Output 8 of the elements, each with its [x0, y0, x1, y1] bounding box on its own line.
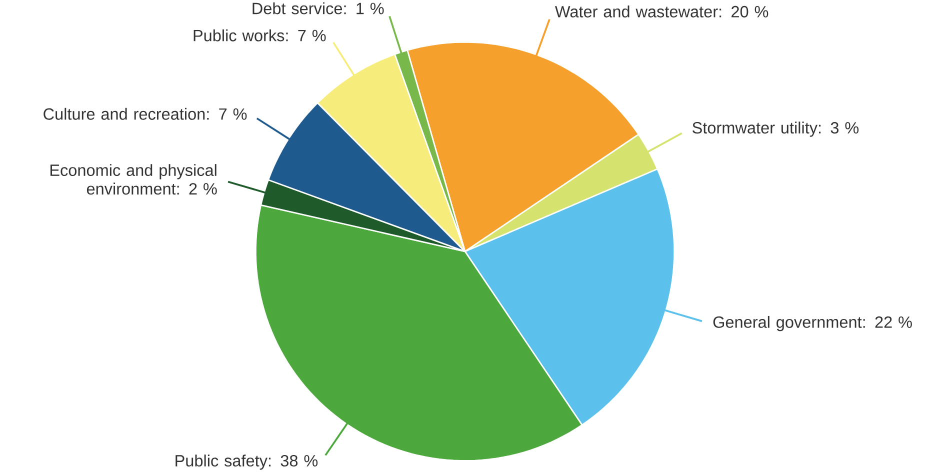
slice-label: Stormwater utility: 3 % — [692, 122, 859, 137]
slice-label: Public works: 7 % — [194, 29, 326, 42]
slice-label: Culture and recreation: 7 % — [44, 108, 247, 120]
slice-label: Water and wastewater: 20 % — [554, 5, 768, 18]
slice-label: Debt service: 1 % — [252, 2, 384, 14]
slice-label: Economic and physical environment: 2 % — [50, 164, 217, 195]
slice-label: Public safety: 38 % — [176, 454, 318, 470]
slice-label: General government: 22 % — [713, 316, 912, 332]
